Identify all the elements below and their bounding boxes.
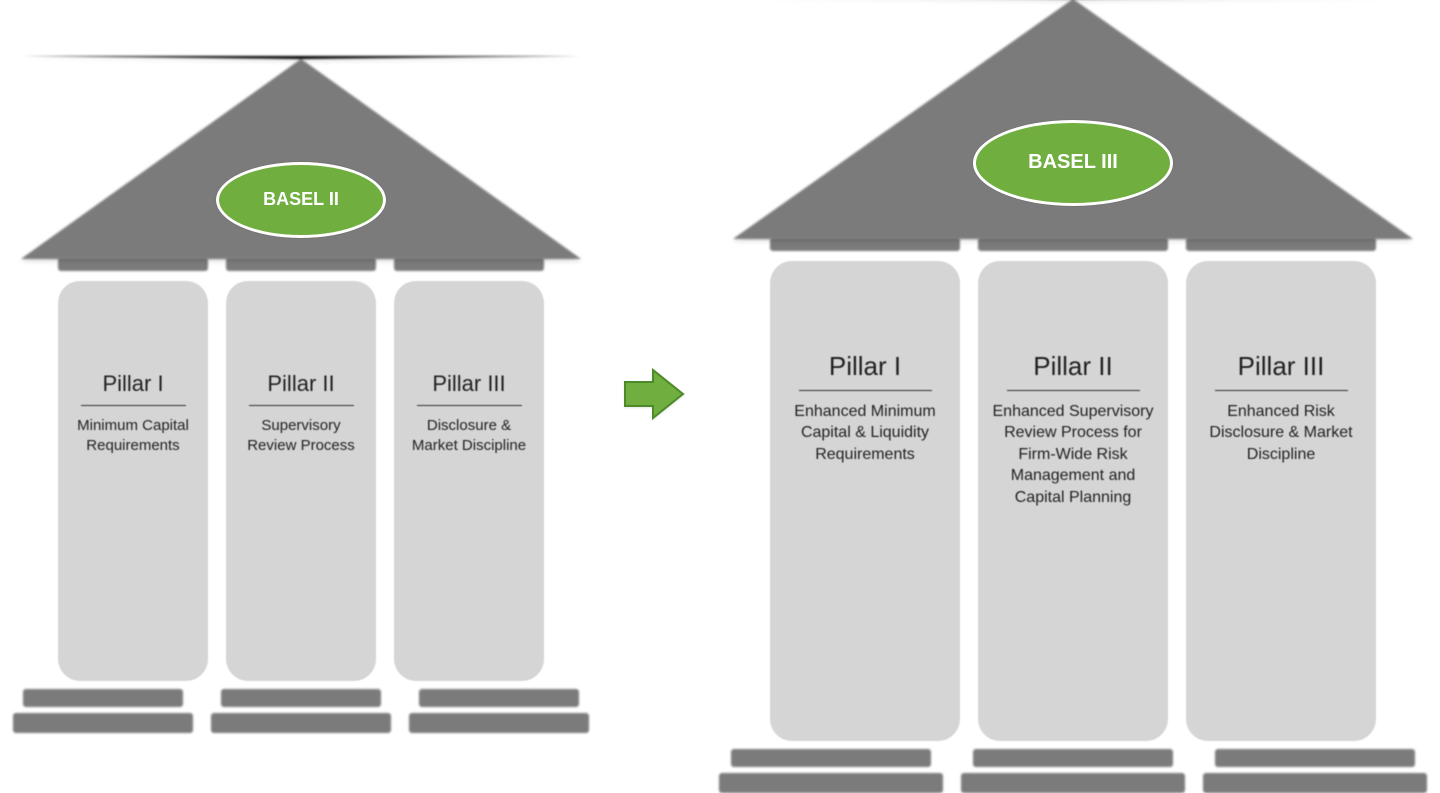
badge-basel-iii: BASEL III: [973, 120, 1173, 206]
plinths-row-left: [13, 689, 589, 733]
pillar-ii-right: Pillar II Enhanced Supervisory Review Pr…: [978, 261, 1168, 741]
plinth: [211, 689, 391, 733]
capitals-row-right: [770, 237, 1376, 251]
pillar-title: Pillar I: [829, 351, 901, 382]
transition-arrow: [619, 364, 689, 424]
pillar-title: Pillar II: [267, 371, 334, 397]
plinth-top: [23, 689, 183, 707]
plinth-bottom: [211, 713, 391, 733]
pillar-iii-right: Pillar III Enhanced Risk Disclosure & Ma…: [1186, 261, 1376, 741]
pillar-i-right: Pillar I Enhanced Minimum Capital & Liqu…: [770, 261, 960, 741]
pillars-row-left: Pillar I Minimum Capital Requirements Pi…: [58, 281, 544, 681]
roof-wrap-right: BASEL III: [733, 0, 1413, 239]
capital: [770, 237, 960, 251]
plinth-bottom: [961, 773, 1185, 793]
capital: [58, 257, 208, 271]
plinth-bottom: [409, 713, 589, 733]
plinth-top: [731, 749, 931, 767]
pillar-desc: Supervisory Review Process: [226, 416, 376, 457]
pillar-divider: [417, 405, 522, 406]
pillar-title: Pillar III: [432, 371, 505, 397]
plinth: [13, 689, 193, 733]
pillar-divider: [799, 390, 932, 391]
plinth: [409, 689, 589, 733]
plinth-top: [1215, 749, 1415, 767]
pillar-desc: Minimum Capital Requirements: [58, 416, 208, 457]
pillar-title: Pillar I: [102, 371, 163, 397]
capital: [394, 257, 544, 271]
pillar-desc: Enhanced Minimum Capital & Liquidity Req…: [770, 401, 960, 466]
plinth: [719, 749, 943, 793]
plinth: [1203, 749, 1427, 793]
basel-ii-building: BASEL II Pillar I Minimum Capital Requir…: [13, 56, 589, 733]
capital: [1186, 237, 1376, 251]
pillar-desc: Disclosure & Market Discipline: [394, 416, 544, 457]
plinth-top: [419, 689, 579, 707]
arrow-icon: [619, 364, 689, 424]
pillar-i-left: Pillar I Minimum Capital Requirements: [58, 281, 208, 681]
plinth: [961, 749, 1185, 793]
plinth-top: [973, 749, 1173, 767]
plinth-bottom: [719, 773, 943, 793]
pillar-desc: Enhanced Risk Disclosure & Market Discip…: [1186, 401, 1376, 466]
pillar-divider: [1215, 390, 1348, 391]
pillar-title: Pillar II: [1033, 351, 1112, 382]
roof-wrap-left: BASEL II: [21, 56, 581, 259]
plinths-row-right: [719, 749, 1427, 793]
pillar-divider: [1007, 390, 1140, 391]
badge-label: BASEL II: [263, 189, 339, 210]
plinth-bottom: [1203, 773, 1427, 793]
badge-basel-ii: BASEL II: [216, 162, 386, 238]
capital: [226, 257, 376, 271]
capitals-row-left: [58, 257, 544, 271]
pillars-row-right: Pillar I Enhanced Minimum Capital & Liqu…: [770, 261, 1376, 741]
basel-iii-building: BASEL III Pillar I Enhanced Minimum Capi…: [719, 0, 1427, 793]
badge-label: BASEL III: [1028, 151, 1118, 174]
pillar-title: Pillar III: [1238, 351, 1325, 382]
arrow-polygon: [625, 370, 683, 418]
pillar-divider: [249, 405, 354, 406]
pillar-ii-left: Pillar II Supervisory Review Process: [226, 281, 376, 681]
plinth-top: [221, 689, 381, 707]
pillar-divider: [81, 405, 186, 406]
pillar-iii-left: Pillar III Disclosure & Market Disciplin…: [394, 281, 544, 681]
capital: [978, 237, 1168, 251]
plinth-bottom: [13, 713, 193, 733]
pillar-desc: Enhanced Supervisory Review Process for …: [978, 401, 1168, 509]
